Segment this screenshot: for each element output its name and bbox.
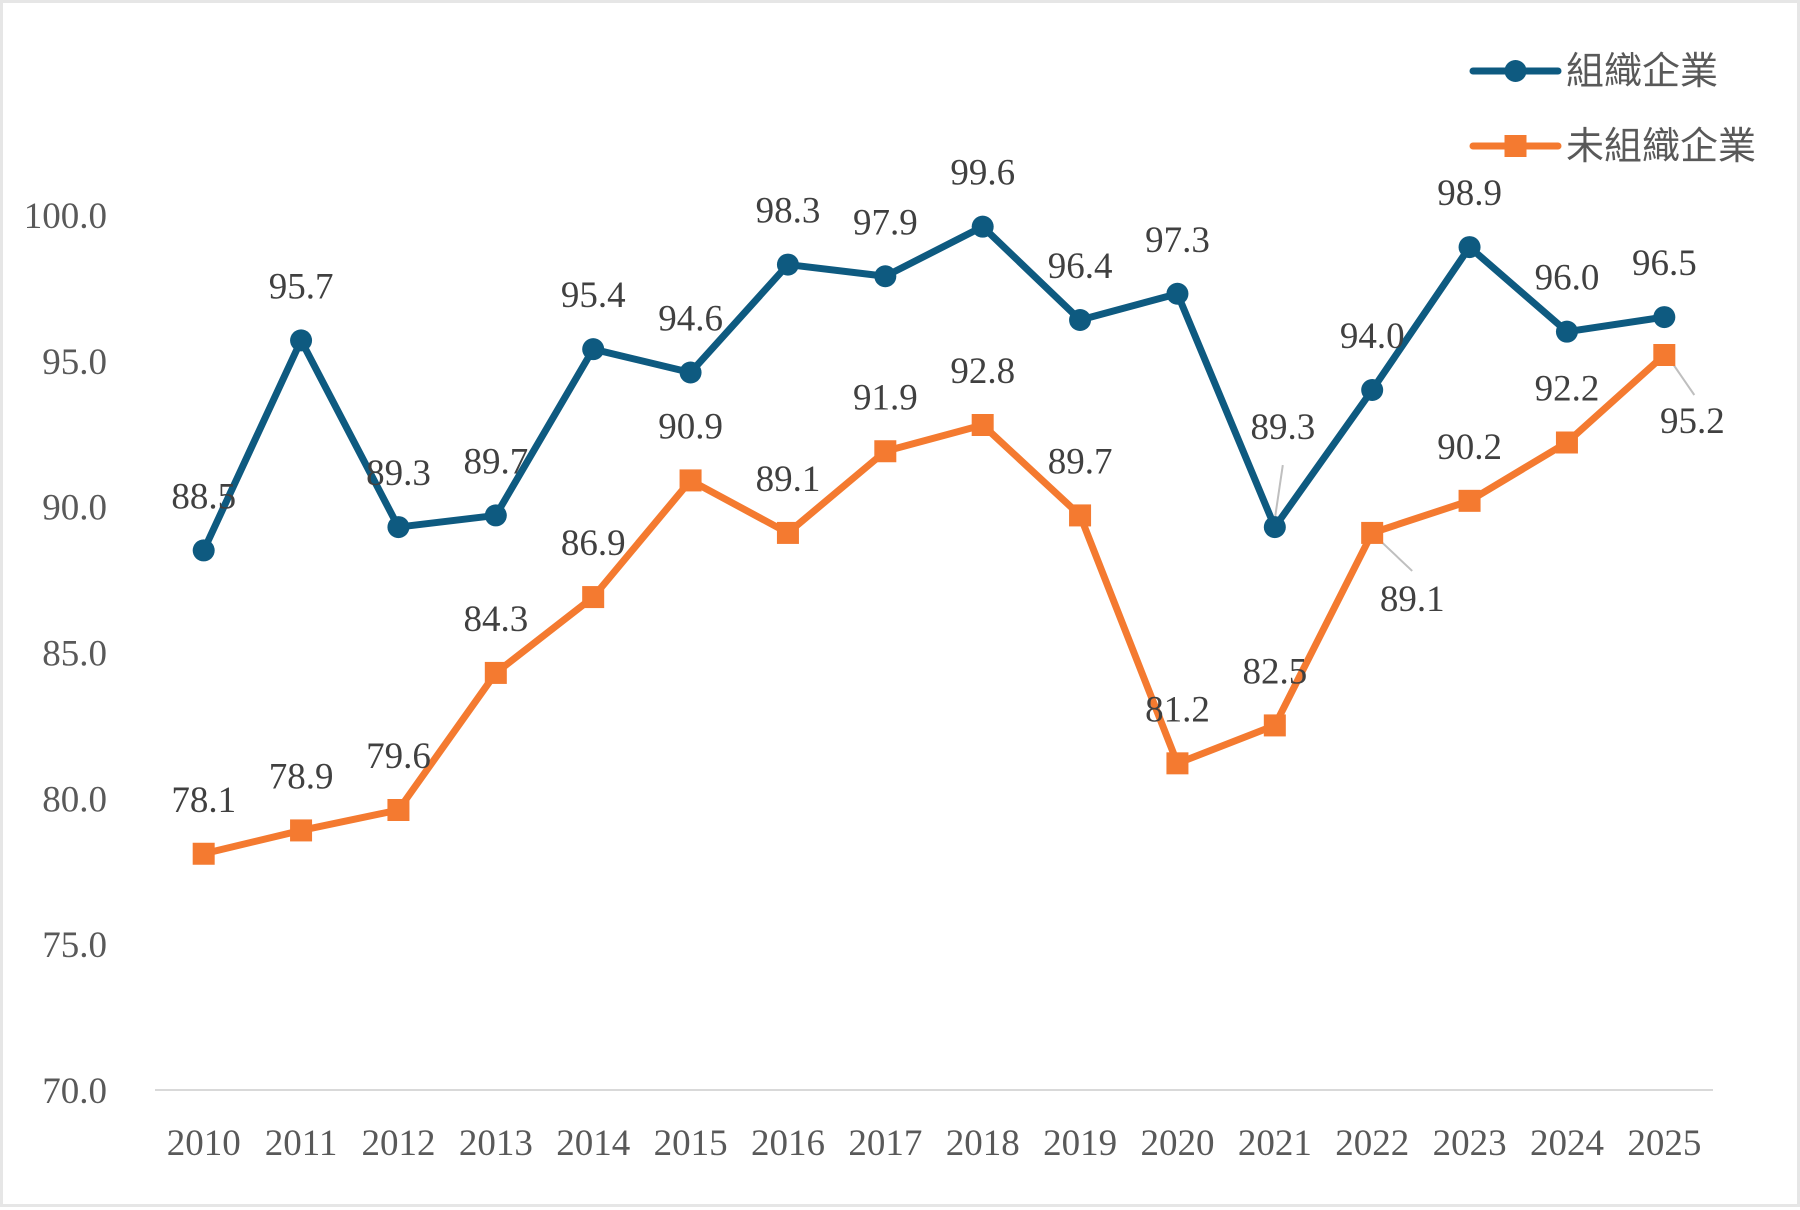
data-point bbox=[1263, 714, 1286, 737]
data-point bbox=[290, 329, 313, 352]
data-label: 98.3 bbox=[756, 191, 821, 232]
x-tick-label: 2025 bbox=[1627, 1123, 1701, 1164]
data-label: 95.2 bbox=[1660, 401, 1725, 442]
data-label: 78.9 bbox=[269, 756, 334, 797]
line-chart: 70.0 75.0 80.0 85.0 90.0 95.0 100.0 2010 2011 201… bbox=[24, 49, 1756, 1164]
data-label: 96.4 bbox=[1048, 246, 1113, 287]
data-label: 89.1 bbox=[756, 459, 821, 500]
data-label: 89.7 bbox=[1048, 441, 1113, 482]
x-tick-label: 2015 bbox=[654, 1123, 728, 1164]
data-point bbox=[874, 440, 897, 463]
data-label: 88.5 bbox=[171, 476, 236, 517]
y-tick-label: 95.0 bbox=[42, 342, 107, 383]
x-tick-label: 2016 bbox=[751, 1123, 825, 1164]
data-label: 94.0 bbox=[1340, 316, 1405, 357]
data-label: 97.9 bbox=[853, 202, 918, 243]
x-tick-label: 2024 bbox=[1530, 1123, 1604, 1164]
legend-label: 未組織企業 bbox=[1566, 124, 1756, 168]
data-label: 96.5 bbox=[1632, 243, 1697, 284]
data-label: 97.3 bbox=[1145, 220, 1210, 261]
data-label: 95.4 bbox=[561, 275, 626, 316]
data-point bbox=[387, 799, 410, 821]
data-label: 92.2 bbox=[1535, 369, 1600, 410]
data-label: 79.6 bbox=[366, 736, 431, 777]
data-point bbox=[1653, 344, 1676, 366]
data-label: 90.2 bbox=[1437, 427, 1502, 468]
data-label: 95.7 bbox=[269, 266, 334, 307]
data-point bbox=[776, 253, 799, 276]
x-tick-label: 2011 bbox=[265, 1123, 338, 1164]
data-point bbox=[1361, 379, 1384, 401]
data-point bbox=[971, 215, 994, 238]
data-label-leader bbox=[1273, 464, 1284, 520]
data-point bbox=[484, 504, 507, 527]
data-point bbox=[290, 819, 313, 842]
data-label: 84.3 bbox=[463, 599, 528, 640]
series-line-unorganized bbox=[200, 351, 1668, 858]
data-label: 78.1 bbox=[171, 780, 236, 821]
data-point bbox=[484, 661, 507, 684]
x-tick-label: 2017 bbox=[848, 1123, 922, 1164]
data-point bbox=[874, 265, 897, 288]
data-point bbox=[1458, 489, 1481, 512]
data-point bbox=[1166, 752, 1189, 775]
data-point bbox=[679, 469, 702, 492]
legend-marker-icon bbox=[1504, 60, 1527, 82]
data-point bbox=[387, 516, 410, 539]
data-label: 89.3 bbox=[366, 453, 431, 494]
data-label: 94.6 bbox=[658, 299, 723, 340]
x-tick-label: 2019 bbox=[1043, 1123, 1117, 1164]
data-label: 89.1 bbox=[1380, 579, 1445, 620]
x-tick-label: 2013 bbox=[459, 1123, 533, 1164]
data-label: 86.9 bbox=[561, 523, 626, 564]
data-label: 90.9 bbox=[658, 406, 723, 447]
data-point bbox=[1069, 504, 1092, 527]
x-tick-label: 2023 bbox=[1433, 1123, 1507, 1164]
data-point bbox=[679, 361, 702, 384]
data-label: 98.9 bbox=[1437, 173, 1502, 214]
x-tick-label: 2022 bbox=[1335, 1123, 1409, 1164]
x-tick-label: 2012 bbox=[361, 1123, 435, 1164]
data-label: 91.9 bbox=[853, 377, 918, 418]
x-tick-label: 2018 bbox=[946, 1123, 1020, 1164]
y-tick-label: 80.0 bbox=[42, 779, 107, 820]
data-point bbox=[582, 586, 605, 609]
data-label: 89.7 bbox=[463, 441, 528, 482]
data-point bbox=[1263, 516, 1286, 539]
data-point bbox=[971, 414, 994, 436]
data-point bbox=[192, 842, 215, 865]
data-label-leader bbox=[1671, 362, 1696, 396]
y-tick-label: 100.0 bbox=[24, 196, 107, 237]
data-point bbox=[1069, 309, 1092, 331]
data-point bbox=[1555, 431, 1578, 454]
data-label: 89.3 bbox=[1250, 407, 1315, 448]
data-label: 92.8 bbox=[950, 351, 1015, 392]
y-tick-label: 85.0 bbox=[42, 634, 107, 675]
data-label: 99.6 bbox=[950, 153, 1015, 194]
y-tick-label: 70.0 bbox=[42, 1071, 107, 1112]
data-label: 96.0 bbox=[1535, 258, 1600, 299]
data-point bbox=[776, 521, 799, 544]
legend-marker-icon bbox=[1504, 135, 1527, 157]
data-point bbox=[1653, 306, 1676, 329]
legend-label: 組織企業 bbox=[1566, 49, 1718, 93]
data-point bbox=[1166, 282, 1189, 305]
x-tick-label: 2014 bbox=[556, 1123, 630, 1164]
data-point bbox=[192, 539, 215, 562]
y-tick-label: 75.0 bbox=[42, 925, 107, 966]
x-tick-label: 2010 bbox=[167, 1123, 241, 1164]
data-label: 82.5 bbox=[1242, 651, 1307, 692]
x-tick-label: 2020 bbox=[1140, 1123, 1214, 1164]
x-tick-label: 2021 bbox=[1238, 1123, 1312, 1164]
data-point bbox=[1361, 521, 1384, 544]
y-tick-label: 90.0 bbox=[42, 488, 107, 529]
data-point bbox=[582, 338, 605, 361]
data-label: 81.2 bbox=[1145, 689, 1210, 730]
data-point bbox=[1555, 320, 1578, 343]
series-line-organized bbox=[200, 223, 1668, 554]
data-point bbox=[1458, 236, 1481, 259]
